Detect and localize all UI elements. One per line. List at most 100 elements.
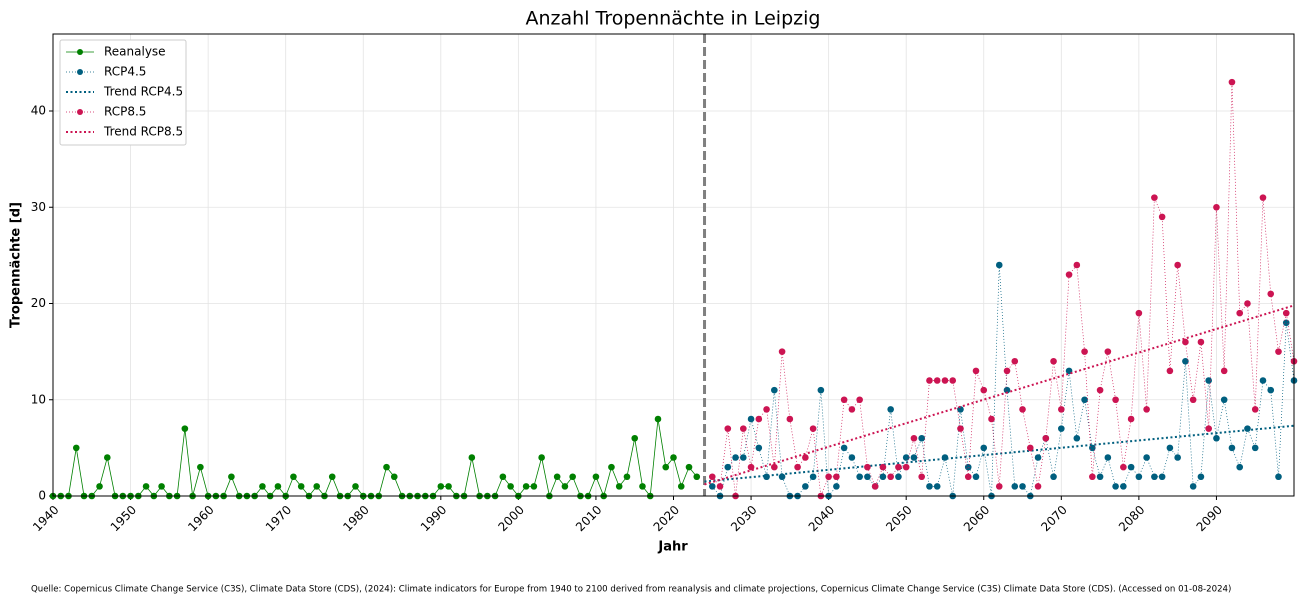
data-point bbox=[390, 473, 398, 481]
legend-label: Trend RCP8.5 bbox=[103, 125, 183, 139]
data-point bbox=[1275, 473, 1282, 481]
data-point bbox=[995, 483, 1003, 490]
series-line bbox=[712, 264, 1294, 496]
legend-marker bbox=[77, 69, 83, 75]
data-point bbox=[918, 473, 925, 481]
data-point bbox=[1197, 338, 1205, 346]
plot-frame bbox=[52, 33, 1295, 497]
data-point bbox=[871, 483, 879, 490]
data-point bbox=[716, 483, 724, 490]
chart-title: Anzahl Tropennächte in Leipzig bbox=[526, 8, 821, 30]
data-point bbox=[755, 444, 763, 452]
data-point bbox=[1058, 425, 1065, 432]
data-point bbox=[972, 473, 980, 481]
data-point bbox=[499, 473, 507, 481]
data-point bbox=[468, 454, 476, 461]
data-point bbox=[615, 483, 623, 490]
data-point bbox=[755, 415, 763, 423]
x-tick-label: 2090 bbox=[1194, 503, 1225, 534]
x-tick-label: 2030 bbox=[728, 503, 759, 534]
data-point bbox=[1120, 463, 1127, 471]
data-point bbox=[1073, 261, 1081, 269]
data-point bbox=[848, 454, 856, 461]
data-point bbox=[771, 463, 778, 471]
data-point bbox=[778, 473, 786, 481]
x-tick-label: 1990 bbox=[418, 503, 449, 534]
data-point bbox=[724, 425, 732, 432]
y-axis-label: Tropennächte [d] bbox=[9, 202, 24, 328]
data-point bbox=[1251, 406, 1259, 413]
data-point bbox=[724, 463, 732, 471]
data-point bbox=[1120, 483, 1127, 490]
data-point bbox=[1282, 319, 1290, 327]
data-point bbox=[1267, 290, 1275, 298]
data-point bbox=[670, 454, 677, 461]
data-point bbox=[1220, 396, 1228, 404]
data-point bbox=[802, 454, 809, 461]
data-point bbox=[1089, 473, 1096, 481]
data-point bbox=[879, 463, 887, 471]
data-point bbox=[313, 483, 321, 490]
data-point bbox=[1026, 444, 1034, 452]
data-point bbox=[437, 483, 445, 490]
data-point bbox=[1081, 348, 1088, 355]
data-point bbox=[608, 463, 615, 471]
x-tick-label: 2000 bbox=[495, 503, 526, 534]
data-point bbox=[158, 483, 165, 490]
data-point bbox=[1251, 444, 1259, 452]
data-point bbox=[864, 463, 871, 471]
data-point bbox=[817, 386, 825, 394]
data-point bbox=[662, 463, 670, 471]
data-point bbox=[1151, 473, 1158, 481]
data-point bbox=[1104, 454, 1112, 461]
data-point bbox=[926, 483, 933, 490]
data-point bbox=[1182, 357, 1189, 365]
x-tick-label: 2060 bbox=[961, 503, 992, 534]
data-point bbox=[887, 473, 894, 481]
data-point bbox=[623, 473, 631, 481]
data-point bbox=[1158, 213, 1166, 221]
data-point bbox=[957, 425, 964, 432]
series-line bbox=[712, 82, 1294, 496]
data-point bbox=[259, 483, 266, 490]
data-point bbox=[1205, 425, 1212, 432]
data-point bbox=[926, 377, 933, 384]
data-point bbox=[1205, 377, 1212, 384]
data-point bbox=[910, 454, 918, 461]
data-point bbox=[1011, 483, 1019, 490]
data-point bbox=[708, 483, 716, 490]
data-point bbox=[895, 473, 902, 481]
data-point bbox=[1143, 454, 1150, 461]
data-point bbox=[1275, 348, 1282, 355]
data-point bbox=[1050, 357, 1057, 365]
data-point bbox=[1127, 415, 1135, 423]
data-point bbox=[964, 473, 972, 481]
y-tick-label: 10 bbox=[31, 392, 46, 406]
data-point bbox=[1158, 473, 1166, 481]
data-point bbox=[1011, 357, 1019, 365]
data-point bbox=[228, 473, 235, 481]
data-point bbox=[778, 348, 786, 355]
data-point bbox=[786, 415, 794, 423]
data-point bbox=[1189, 396, 1197, 404]
series-line bbox=[704, 424, 1294, 483]
data-point bbox=[1213, 203, 1220, 211]
data-point bbox=[747, 415, 755, 423]
data-point bbox=[1166, 444, 1174, 452]
data-point bbox=[1034, 454, 1042, 461]
data-point bbox=[1127, 463, 1135, 471]
data-point bbox=[1282, 309, 1290, 317]
data-point bbox=[553, 473, 561, 481]
data-point bbox=[833, 473, 840, 481]
x-axis-label: Jahr bbox=[657, 540, 688, 555]
data-point bbox=[561, 483, 569, 490]
data-point bbox=[708, 473, 716, 481]
data-point bbox=[1236, 309, 1244, 317]
data-point bbox=[654, 415, 662, 423]
y-tick-label: 0 bbox=[38, 489, 46, 503]
data-point bbox=[1058, 406, 1065, 413]
data-point bbox=[507, 483, 514, 490]
data-point bbox=[1228, 78, 1236, 86]
data-point bbox=[1081, 396, 1088, 404]
